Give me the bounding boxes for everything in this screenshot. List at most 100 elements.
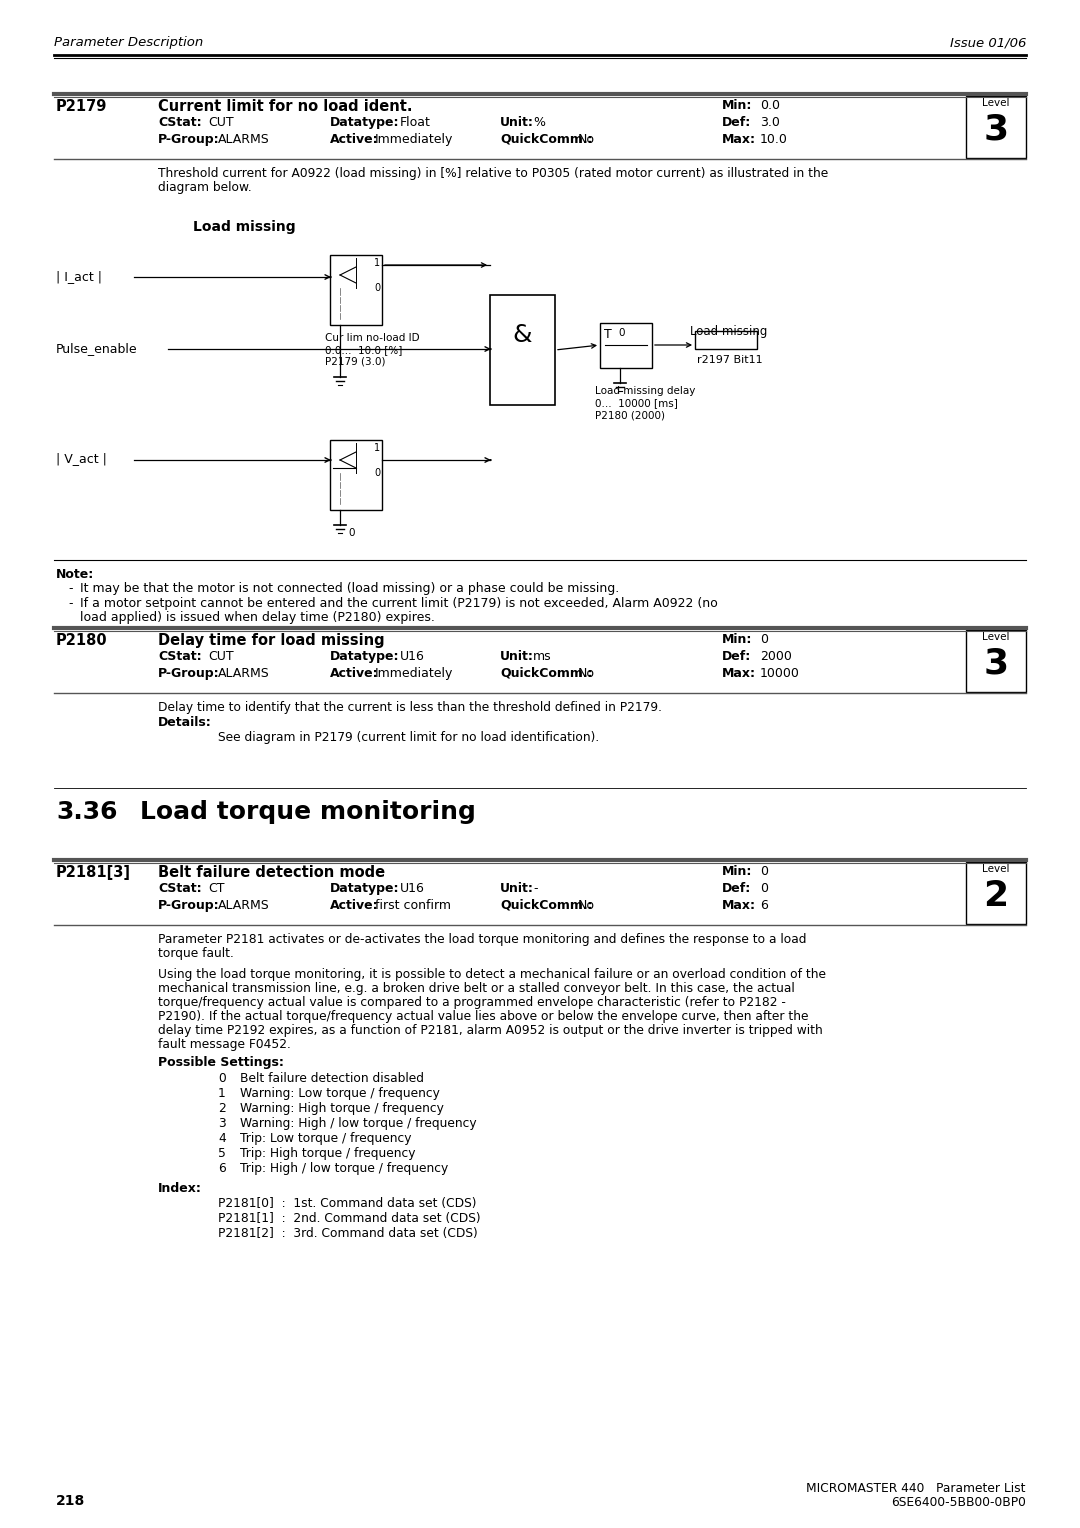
Text: 0: 0 xyxy=(618,329,624,338)
Text: Threshold current for A0922 (load missing) in [%] relative to P0305 (rated motor: Threshold current for A0922 (load missin… xyxy=(158,167,828,180)
Bar xyxy=(600,322,652,368)
Text: ALARMS: ALARMS xyxy=(218,133,270,147)
Text: r2197 Bit11: r2197 Bit11 xyxy=(697,354,762,365)
Text: P2179: P2179 xyxy=(56,99,107,115)
Text: Trip: High torque / frequency: Trip: High torque / frequency xyxy=(240,1148,416,1160)
Text: 0: 0 xyxy=(218,1073,226,1085)
Text: 218: 218 xyxy=(56,1494,85,1508)
Text: MICROMASTER 440   Parameter List: MICROMASTER 440 Parameter List xyxy=(807,1482,1026,1494)
Bar xyxy=(330,255,382,325)
Bar xyxy=(696,332,757,348)
Text: Min:: Min: xyxy=(723,633,753,646)
Text: Possible Settings:: Possible Settings: xyxy=(158,1056,284,1070)
Text: 1: 1 xyxy=(374,443,380,452)
Text: Load torque monitoring: Load torque monitoring xyxy=(140,801,476,824)
Text: QuickComm.:: QuickComm.: xyxy=(500,898,593,912)
Text: load applied) is issued when delay time (P2180) expires.: load applied) is issued when delay time … xyxy=(80,611,435,623)
Text: Issue 01/06: Issue 01/06 xyxy=(949,37,1026,49)
Text: 1: 1 xyxy=(218,1086,226,1100)
Text: 0.0: 0.0 xyxy=(760,99,780,112)
Text: CStat:: CStat: xyxy=(158,649,202,663)
Text: Level: Level xyxy=(982,863,1010,874)
Text: Delay time for load missing: Delay time for load missing xyxy=(158,633,384,648)
Text: 0: 0 xyxy=(760,865,768,879)
Text: delay time P2192 expires, as a function of P2181, alarm A0952 is output or the d: delay time P2192 expires, as a function … xyxy=(158,1024,823,1038)
Bar xyxy=(330,440,382,510)
Text: Belt failure detection mode: Belt failure detection mode xyxy=(158,865,386,880)
Text: Note:: Note: xyxy=(56,568,94,581)
Bar xyxy=(966,862,1026,924)
Text: Belt failure detection disabled: Belt failure detection disabled xyxy=(240,1073,424,1085)
Text: torque fault.: torque fault. xyxy=(158,947,234,960)
Text: -: - xyxy=(534,882,538,895)
Text: torque/frequency actual value is compared to a programmed envelope characteristi: torque/frequency actual value is compare… xyxy=(158,996,786,1008)
Text: Index:: Index: xyxy=(158,1183,202,1195)
Text: Unit:: Unit: xyxy=(500,116,534,128)
Text: 6: 6 xyxy=(760,898,768,912)
Text: 0: 0 xyxy=(760,882,768,895)
Text: Warning: High / low torque / frequency: Warning: High / low torque / frequency xyxy=(240,1117,476,1131)
Text: Min:: Min: xyxy=(723,865,753,879)
Text: 3.0: 3.0 xyxy=(760,116,780,128)
Text: ms: ms xyxy=(534,649,552,663)
Text: P2180: P2180 xyxy=(56,633,108,648)
Text: Datatype:: Datatype: xyxy=(330,649,400,663)
Text: 0: 0 xyxy=(348,529,354,538)
Text: Max:: Max: xyxy=(723,668,756,680)
Text: Details:: Details: xyxy=(158,717,212,729)
Text: 3: 3 xyxy=(984,646,1009,681)
Text: 2: 2 xyxy=(218,1102,226,1115)
Text: 3: 3 xyxy=(218,1117,226,1131)
Text: Parameter P2181 activates or de-activates the load torque monitoring and defines: Parameter P2181 activates or de-activate… xyxy=(158,934,807,946)
Text: Datatype:: Datatype: xyxy=(330,116,400,128)
Text: P2180 (2000): P2180 (2000) xyxy=(595,410,665,420)
Text: CUT: CUT xyxy=(208,649,233,663)
Text: P2181[2]  :  3rd. Command data set (CDS): P2181[2] : 3rd. Command data set (CDS) xyxy=(218,1227,477,1241)
Text: 4: 4 xyxy=(218,1132,226,1144)
Text: Cur lim no-load ID: Cur lim no-load ID xyxy=(325,333,420,342)
Text: 3: 3 xyxy=(984,113,1009,147)
Text: 3.36: 3.36 xyxy=(56,801,118,824)
Text: 6: 6 xyxy=(218,1161,226,1175)
Text: No: No xyxy=(578,898,595,912)
Text: See diagram in P2179 (current limit for no load identification).: See diagram in P2179 (current limit for … xyxy=(218,730,599,744)
Text: Active:: Active: xyxy=(330,898,379,912)
Text: 2000: 2000 xyxy=(760,649,792,663)
Text: Unit:: Unit: xyxy=(500,649,534,663)
Text: 0: 0 xyxy=(760,633,768,646)
Text: Parameter Description: Parameter Description xyxy=(54,37,203,49)
Text: Immediately: Immediately xyxy=(375,668,454,680)
Text: CT: CT xyxy=(208,882,225,895)
Text: | I_act |: | I_act | xyxy=(56,270,102,283)
Text: Min:: Min: xyxy=(723,99,753,112)
Text: U16: U16 xyxy=(400,882,424,895)
Text: P-Group:: P-Group: xyxy=(158,898,219,912)
Text: T: T xyxy=(604,329,611,341)
Text: QuickComm.:: QuickComm.: xyxy=(500,133,593,147)
Text: QuickComm.:: QuickComm.: xyxy=(500,668,593,680)
Text: 0: 0 xyxy=(374,468,380,478)
Text: fault message F0452.: fault message F0452. xyxy=(158,1038,291,1051)
Text: Load missing: Load missing xyxy=(193,220,296,234)
Text: Using the load torque monitoring, it is possible to detect a mechanical failure : Using the load torque monitoring, it is … xyxy=(158,969,826,981)
Text: Warning: High torque / frequency: Warning: High torque / frequency xyxy=(240,1102,444,1115)
Text: 6SE6400-5BB00-0BP0: 6SE6400-5BB00-0BP0 xyxy=(891,1496,1026,1510)
Text: CUT: CUT xyxy=(208,116,233,128)
Text: 0.0...  10.0 [%]: 0.0... 10.0 [%] xyxy=(325,345,403,354)
Text: Pulse_enable: Pulse_enable xyxy=(56,342,137,354)
Text: &: & xyxy=(512,322,531,347)
Text: Load missing delay: Load missing delay xyxy=(595,387,696,396)
Text: If a motor setpoint cannot be entered and the current limit (P2179) is not excee: If a motor setpoint cannot be entered an… xyxy=(80,597,718,610)
Text: diagram below.: diagram below. xyxy=(158,180,252,194)
Text: %: % xyxy=(534,116,545,128)
Text: 5: 5 xyxy=(218,1148,226,1160)
Text: Trip: Low torque / frequency: Trip: Low torque / frequency xyxy=(240,1132,411,1144)
Text: Def:: Def: xyxy=(723,116,752,128)
Text: Max:: Max: xyxy=(723,898,756,912)
Text: Active:: Active: xyxy=(330,668,379,680)
Text: P-Group:: P-Group: xyxy=(158,668,219,680)
Text: P2181[0]  :  1st. Command data set (CDS): P2181[0] : 1st. Command data set (CDS) xyxy=(218,1196,476,1210)
Text: No: No xyxy=(578,668,595,680)
Text: P2181[3]: P2181[3] xyxy=(56,865,131,880)
Text: | V_act |: | V_act | xyxy=(56,452,107,465)
